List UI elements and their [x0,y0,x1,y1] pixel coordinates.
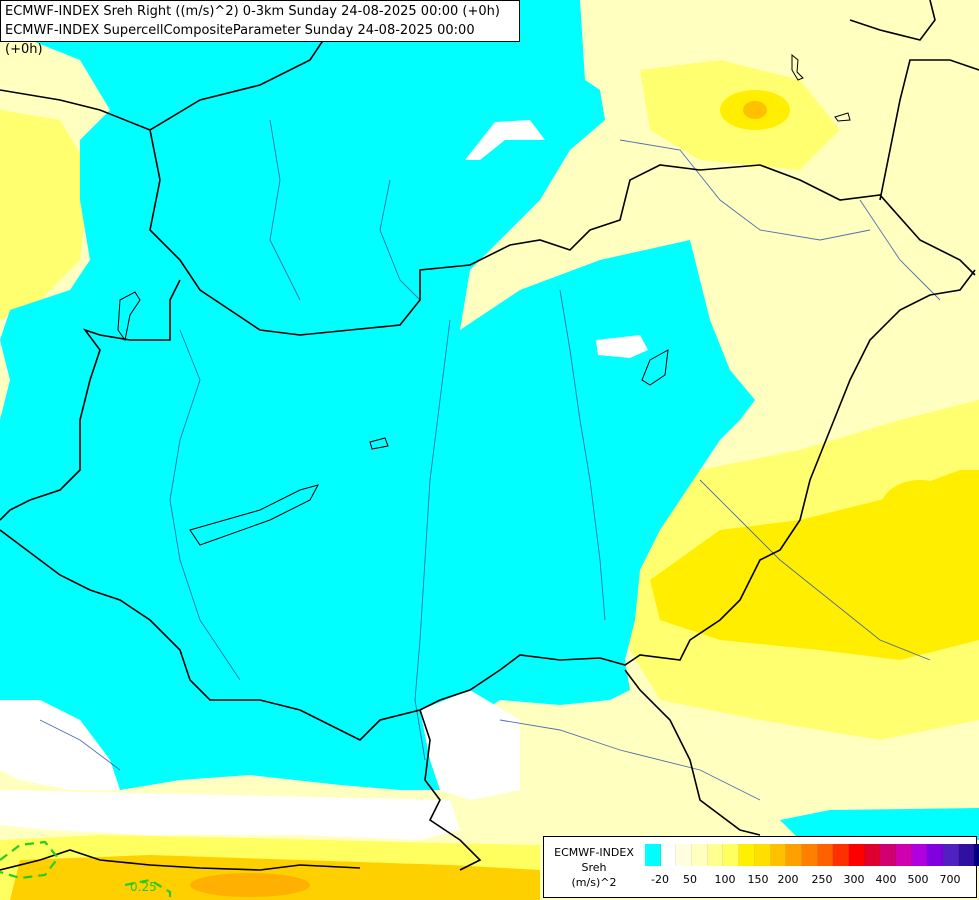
legend-tick-label: 200 [777,873,799,886]
legend-tick-label: 150 [747,873,769,886]
legend-swatch [723,844,740,866]
legend-swatch [974,844,979,866]
legend-model: ECMWF-INDEX [554,846,634,859]
legend-unit: (m/s)^2 [571,876,617,889]
yellow-core [650,90,979,660]
legend-swatch [786,844,802,866]
legend-tick-label: 700 [939,873,961,886]
rivers [39,119,941,801]
legend-tick-label: 300 [843,873,865,886]
legend-swatch [927,844,944,866]
legend-swatch [833,844,849,866]
title-line-2: ECMWF-INDEX SupercellCompositeParameter … [5,23,475,57]
map-title: ECMWF-INDEX Sreh Right ((m/s)^2) 0-3km S… [0,0,520,57]
legend-tick-label: -20 [651,873,669,886]
legend-tick-label: 500 [907,873,929,886]
legend-tick-label: 250 [811,873,833,886]
legend-swatch [817,844,834,866]
country-borders [0,0,979,871]
legend-swatch [801,844,818,866]
color-legend: ECMWF-INDEX Sreh (m/s)^2 -20 50 100 150 200 2… [543,836,979,898]
bottom-orange-spot [190,873,310,897]
cyan-bottom-right [780,808,979,840]
legend-tick-label: 50 [683,873,697,886]
cyan-area [0,0,755,790]
lakes [117,53,851,546]
legend-variable: Sreh [581,861,607,874]
contour-label: 0.25 [130,880,157,894]
legend-swatch [911,844,928,866]
legend-swatch [739,844,755,866]
legend-swatch [754,844,771,866]
legend-swatch [943,844,959,866]
legend-tick-label: 400 [875,873,897,886]
legend-swatch [864,844,881,866]
legend-swatch [770,844,787,866]
legend-color-bar [645,844,979,866]
white-areas [0,120,648,840]
legend-swatch [848,844,865,866]
legend-swatch [692,844,708,866]
legend-swatch [676,844,693,866]
legend-swatch [880,844,896,866]
scp-contour [0,840,172,900]
legend-swatch [660,844,677,866]
legend-swatch [896,844,912,866]
legend-swatch [645,844,661,866]
legend-ticks: -20 50 100 150 200 250 300 400 500 700 [645,873,975,889]
orange-spot [743,101,767,119]
legend-swatch [707,844,724,866]
legend-swatch [958,844,975,866]
legend-label: ECMWF-INDEX Sreh (m/s)^2 [548,845,640,890]
title-line-1: ECMWF-INDEX Sreh Right ((m/s)^2) 0-3km S… [5,4,500,19]
legend-tick-label: 100 [714,873,736,886]
